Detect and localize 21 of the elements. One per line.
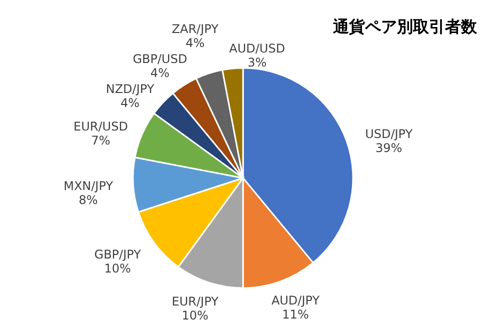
- data-label: 10%: [104, 261, 131, 276]
- slice-label: GBP/USD: [132, 52, 188, 66]
- data-label: 39%: [376, 140, 402, 155]
- data-label: 11%: [282, 307, 309, 322]
- chart-title: 通貨ペア別取引者数: [332, 17, 478, 36]
- slice-label: USD/JPY: [365, 126, 414, 141]
- slice-label: EUR/JPY: [172, 294, 220, 309]
- slice-label: MXN/JPY: [64, 179, 114, 194]
- data-label: 7%: [91, 133, 110, 148]
- slice-label: AUD/USD: [229, 42, 286, 56]
- slice-label: ZAR/JPY: [172, 22, 220, 36]
- data-label: 4%: [150, 66, 170, 80]
- slice-label: AUD/JPY: [271, 293, 320, 308]
- data-label: 8%: [78, 193, 98, 208]
- data-label: 4%: [186, 36, 205, 50]
- data-label: 3%: [248, 56, 267, 70]
- slice-label: GBP/JPY: [94, 247, 142, 262]
- data-label: 4%: [120, 96, 140, 110]
- slice-label: NZD/JPY: [106, 82, 155, 96]
- data-label: 10%: [182, 308, 208, 323]
- slice-label: EUR/USD: [74, 119, 128, 134]
